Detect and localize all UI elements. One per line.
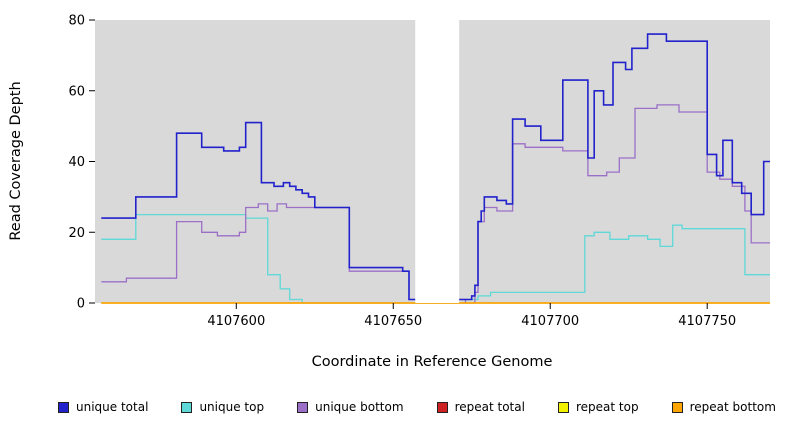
legend-label: repeat total bbox=[454, 400, 525, 414]
series-line-unique-top bbox=[101, 213, 770, 304]
legend-item-repeat-bottom: repeat bottom bbox=[671, 400, 776, 414]
coverage-plot: 4107600 4107650 4107700 4107750 0 20 40 60 80 Co… bbox=[8, 14, 770, 370]
legend-swatch-repeat-total bbox=[436, 401, 448, 413]
legend-item-unique-top: unique top bbox=[181, 400, 264, 414]
legend-label: unique top bbox=[199, 400, 265, 414]
y-tick-label: 60 bbox=[68, 84, 85, 99]
no-data-gap bbox=[415, 20, 460, 303]
y-tick-label: 0 bbox=[77, 297, 85, 312]
legend-item-unique-bottom: unique bottom bbox=[297, 400, 404, 414]
legend-swatch-unique-total bbox=[58, 401, 69, 413]
legend: unique total unique top unique bottom repea… bbox=[0, 394, 792, 420]
y-axis-title: Read Coverage Depth bbox=[8, 81, 24, 240]
series-line-unique-total bbox=[101, 33, 770, 301]
y-tick-label: 80 bbox=[68, 14, 85, 29]
legend-item-repeat-top: repeat top bbox=[557, 400, 639, 414]
legend-swatch-repeat-top bbox=[557, 401, 569, 413]
x-tick-label: 4107700 bbox=[521, 314, 579, 329]
x-tick-label: 4107650 bbox=[364, 314, 422, 329]
x-tick-label: 4107750 bbox=[678, 314, 736, 329]
x-tick-label: 4107600 bbox=[207, 314, 265, 329]
legend-label: unique total bbox=[76, 400, 149, 414]
plot-layers: 4107600 4107650 4107700 4107750 0 20 40 60 80 bbox=[68, 14, 770, 329]
legend-swatch-unique-bottom bbox=[297, 401, 309, 413]
legend-item-unique-total: unique total bbox=[58, 400, 148, 414]
y-tick-label: 20 bbox=[68, 226, 85, 241]
legend-label: repeat top bbox=[575, 400, 639, 414]
x-axis-title: Coordinate in Reference Genome bbox=[312, 354, 553, 370]
legend-swatch-repeat-bottom bbox=[671, 401, 683, 413]
legend-swatch-unique-top bbox=[181, 401, 193, 413]
series-line-unique-bottom bbox=[101, 104, 770, 304]
y-tick-label: 40 bbox=[68, 155, 85, 170]
legend-item-repeat-total: repeat total bbox=[436, 400, 525, 414]
legend-label: repeat bottom bbox=[689, 400, 776, 414]
legend-label: unique bottom bbox=[315, 400, 404, 414]
